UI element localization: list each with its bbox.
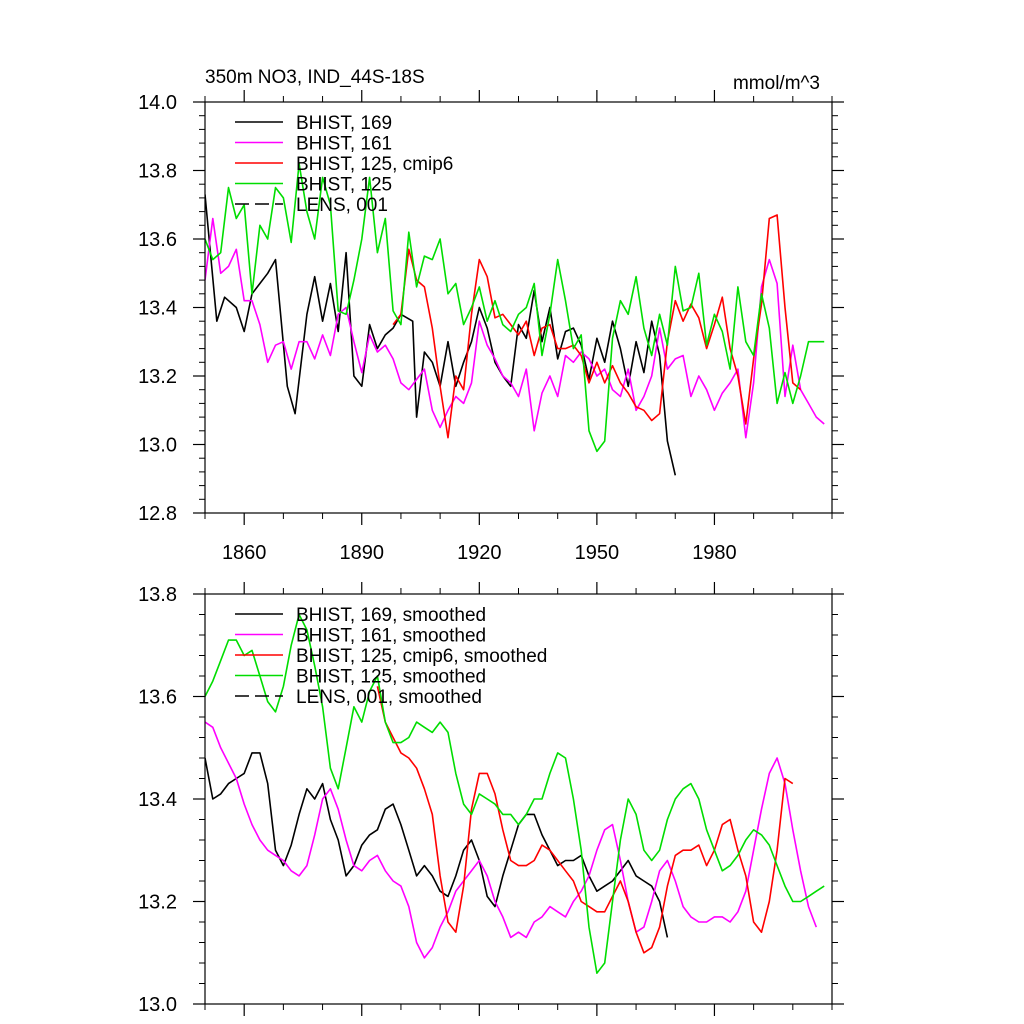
chart-title: 350m NO3, IND_44S-18S <box>205 67 425 88</box>
series-line-2 <box>205 217 825 439</box>
x-tick-label: 1920 <box>457 542 502 564</box>
y-tick-label: 13.6 <box>138 687 177 709</box>
series-line-4 <box>205 162 825 453</box>
legend-label: BHIST, 125, cmip6 <box>296 154 453 175</box>
legend-label: BHIST, 125, cmip6, smoothed <box>296 646 547 667</box>
y-tick-label: 14.0 <box>138 92 177 114</box>
legend-label: BHIST, 125, smoothed <box>296 667 486 688</box>
y-tick-label: 13.6 <box>138 229 177 251</box>
legend-label: BHIST, 161 <box>296 134 392 155</box>
series-line-3 <box>392 214 802 439</box>
x-tick-label: 1890 <box>340 542 385 564</box>
legend-label: LENS, 001 <box>296 195 388 216</box>
series-line-1 <box>205 194 677 476</box>
x-tick-label: 1950 <box>575 542 620 564</box>
x-tick-label: 1860 <box>222 542 267 564</box>
plot-area-top: 12.8 13.0 13.2 13.4 13.6 13.8 14.0 1860 1890 1920… <box>138 90 844 564</box>
units-label: mmol/m^3 <box>733 73 820 94</box>
y-tick-label: 13.8 <box>138 584 177 606</box>
y-tick-label: 13.0 <box>138 435 177 457</box>
series-line-1 <box>205 752 669 938</box>
y-tick-label: 13.4 <box>138 789 177 811</box>
series-line-4 <box>205 613 825 975</box>
y-tick-label: 13.0 <box>138 994 177 1016</box>
y-tick-label: 13.2 <box>138 892 177 914</box>
y-tick-label: 12.8 <box>138 503 177 525</box>
legend-label: BHIST, 125 <box>296 175 392 196</box>
y-tick-label: 13.8 <box>138 161 177 183</box>
legend-label: LENS, 001, smoothed <box>296 687 482 708</box>
chart-panel-top: 350m NO3, IND_44S-18S mmol/m^3 12.813.01… <box>138 67 844 564</box>
legend-label: BHIST, 169, smoothed <box>296 605 486 626</box>
legend-label: BHIST, 169 <box>296 113 392 134</box>
plot-area-bottom: 13.0 13.2 13.4 13.6 13.8 BHIST, 169, smoothed… <box>138 582 844 1016</box>
series-line-2 <box>205 721 818 959</box>
x-tick-label: 1980 <box>692 542 737 564</box>
chart-panel-bottom: 13.0 13.2 13.4 13.6 13.8 BHIST, 169, smoothed… <box>138 582 844 1016</box>
legend-label: BHIST, 161, smoothed <box>296 626 486 647</box>
y-tick-label: 13.4 <box>138 298 177 320</box>
y-tick-label: 13.2 <box>138 366 177 388</box>
series-line-3 <box>376 686 794 954</box>
